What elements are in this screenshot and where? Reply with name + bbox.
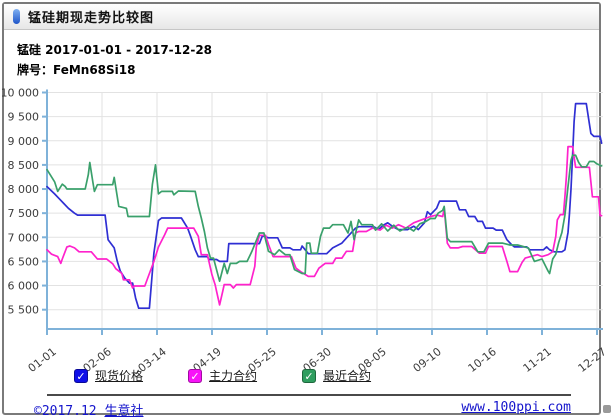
copyright-text: ©2017.12 生意社 bbox=[34, 400, 143, 418]
x-tick-label: 11-21 bbox=[521, 345, 554, 375]
y-tick-label: 9 000 bbox=[8, 135, 40, 148]
y-tick-label: 6 000 bbox=[8, 280, 40, 293]
copyright-prefix: ©2017.12 bbox=[34, 404, 105, 418]
y-tick-label: 7 000 bbox=[8, 231, 40, 244]
y-tick-label: 6 500 bbox=[8, 255, 40, 268]
legend-item-nearest-contract[interactable]: ✓ 最近合约 bbox=[302, 367, 371, 384]
y-tick-label: 9 500 bbox=[8, 111, 40, 124]
legend-label-nearest-contract[interactable]: 最近合约 bbox=[323, 369, 372, 383]
site-url-link[interactable]: www.100ppi.com bbox=[461, 400, 571, 415]
series-line-main-contract bbox=[46, 145, 603, 306]
legend-checkbox-nearest-contract[interactable]: ✓ bbox=[302, 368, 317, 383]
x-tick-label: 01-01 bbox=[26, 345, 59, 375]
legend-checkbox-main-contract[interactable]: ✓ bbox=[188, 368, 203, 383]
chart-subheader: 锰硅 2017-01-01 - 2017-12-28 牌号：FeMn68Si18 bbox=[17, 40, 212, 80]
chart-legend: ✓ 现货价格 ✓ 主力合约 ✓ 最近合约 bbox=[74, 367, 371, 384]
legend-label-spot-price[interactable]: 现货价格 bbox=[95, 369, 144, 383]
resize-grip[interactable] bbox=[603, 405, 611, 413]
title-bar: 锰硅期现走势比较图 bbox=[4, 4, 599, 30]
x-tick-label: 10-16 bbox=[466, 345, 499, 375]
series-line-nearest-contract bbox=[46, 154, 603, 283]
legend-item-main-contract[interactable]: ✓ 主力合约 bbox=[188, 367, 257, 384]
title-bar-pill-icon bbox=[13, 9, 20, 24]
site-url: www.100ppi.com bbox=[461, 400, 571, 415]
legend-item-spot-price[interactable]: ✓ 现货价格 bbox=[74, 367, 143, 384]
series-line-spot-price bbox=[46, 102, 603, 310]
footer-separator bbox=[47, 394, 571, 396]
copyright-site-link[interactable]: 生意社 bbox=[104, 404, 144, 418]
y-tick-label: 7 500 bbox=[8, 207, 40, 220]
grade-label: 牌号：FeMn68Si18 bbox=[17, 63, 136, 77]
legend-checkbox-spot-price[interactable]: ✓ bbox=[74, 368, 88, 383]
y-tick-label: 5 500 bbox=[8, 304, 40, 317]
y-tick-label: 8 500 bbox=[8, 159, 40, 172]
page-title: 锰硅期现走势比较图 bbox=[28, 11, 155, 26]
product-period-label: 锰硅 2017-01-01 - 2017-12-28 bbox=[17, 43, 213, 57]
legend-label-main-contract[interactable]: 主力合约 bbox=[209, 369, 258, 383]
y-tick-label: 8 000 bbox=[8, 183, 40, 196]
x-tick-label: 09-10 bbox=[411, 345, 444, 375]
x-tick-label: 12-27 bbox=[576, 345, 609, 375]
y-tick-label: 10 000 bbox=[2, 87, 39, 100]
